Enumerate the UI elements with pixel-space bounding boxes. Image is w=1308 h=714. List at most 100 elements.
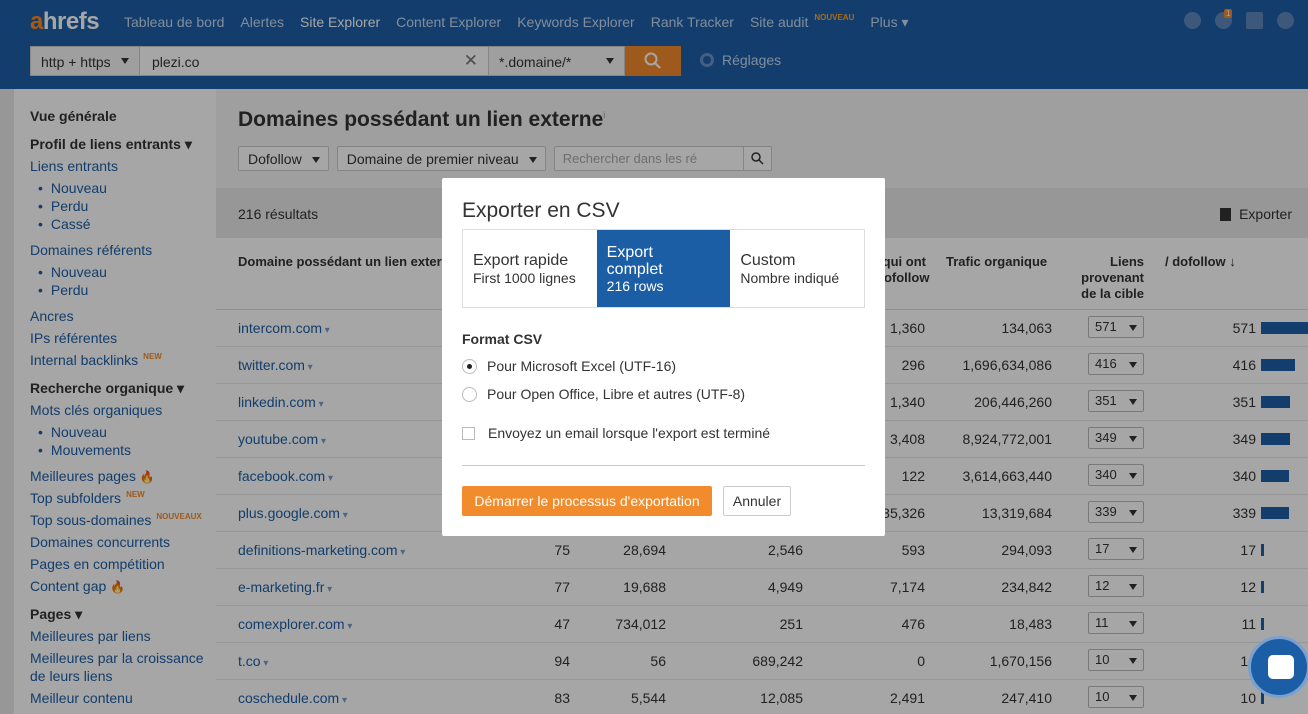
col-dofollow-b[interactable]: dofollow: [876, 270, 930, 285]
row-domain-link[interactable]: linkedin.com: [238, 394, 324, 410]
sidebar-organic-keywords-moves[interactable]: Mouvements: [38, 442, 131, 458]
row-domain-link[interactable]: definitions-marketing.com: [238, 542, 405, 558]
help-icon[interactable]: [1184, 12, 1201, 29]
radio-excel[interactable]: Pour Microsoft Excel (UTF-16): [462, 358, 676, 374]
nav-alerts[interactable]: Alertes: [240, 14, 284, 30]
sidebar-competing-pages[interactable]: Pages en compétition: [30, 556, 165, 572]
nav-more[interactable]: Plus ▾: [870, 14, 909, 30]
new-badge: NOUVEAUX: [156, 512, 202, 522]
row-domain-link[interactable]: intercom.com: [238, 320, 330, 336]
results-count: 216 résultats: [238, 206, 319, 222]
col-links-a[interactable]: Liens: [1110, 254, 1144, 269]
email-checkbox[interactable]: [462, 426, 475, 440]
col-links-c[interactable]: de la cible: [1081, 286, 1144, 301]
cancel-button[interactable]: Annuler: [723, 486, 791, 516]
col-domain[interactable]: Domaine possédant un lien exter: [238, 254, 442, 269]
row-domain-link[interactable]: youtube.com: [238, 431, 326, 447]
sidebar-best-by-growth[interactable]: Meilleures par la croissance: [30, 650, 204, 666]
links-select[interactable]: 11: [1088, 612, 1144, 634]
row-domain-link[interactable]: e-marketing.fr: [238, 579, 332, 595]
search-icon[interactable]: [742, 147, 771, 170]
nav-dashboard[interactable]: Tableau de bord: [124, 14, 225, 30]
sidebar-ref-domains-new[interactable]: Nouveau: [38, 264, 107, 280]
sidebar-internal-backlinks[interactable]: Internal backlinks NEW: [30, 352, 162, 368]
export-button[interactable]: Exporter: [1220, 206, 1292, 222]
radio-button-checked[interactable]: [462, 358, 477, 374]
col-dofollow-a[interactable]: qui ont: [882, 254, 926, 269]
col-links-b[interactable]: provenant: [1081, 270, 1144, 285]
links-select[interactable]: 17: [1088, 538, 1144, 560]
row-domain-link[interactable]: t.co: [238, 653, 268, 669]
settings-button[interactable]: Réglages: [700, 52, 781, 68]
sidebar-top-subdomains[interactable]: Top sous-domaines NOUVEAUX: [30, 512, 202, 528]
sidebar-pages[interactable]: Pages ▾: [30, 606, 83, 622]
dofollow-filter[interactable]: Dofollow: [238, 146, 329, 171]
chevron-down-icon: [1129, 510, 1137, 516]
nav-site-audit[interactable]: Site audit NOUVEAU: [750, 13, 854, 31]
ahrefs-logo[interactable]: ahrefs: [30, 8, 100, 35]
sidebar-top-subfolders[interactable]: Top subfolders NEW: [30, 490, 145, 506]
col-dof[interactable]: / dofollow ↓: [1165, 254, 1236, 269]
links-select[interactable]: 339: [1088, 501, 1144, 523]
sidebar-backlinks[interactable]: Liens entrants: [30, 158, 118, 174]
nav-content-explorer[interactable]: Content Explorer: [396, 14, 502, 30]
sidebar-overview[interactable]: Vue générale: [30, 108, 117, 124]
nav-rank-tracker[interactable]: Rank Tracker: [650, 14, 734, 30]
links-select[interactable]: 571: [1088, 316, 1144, 338]
links-select[interactable]: 10: [1088, 686, 1144, 708]
tab-full-export[interactable]: Export complet 216 rows: [596, 230, 731, 307]
sidebar-backlinks-broken[interactable]: Cassé: [38, 216, 91, 232]
sidebar-competing-domains[interactable]: Domaines concurrents: [30, 534, 171, 550]
row-domain-link[interactable]: plus.google.com: [238, 505, 348, 521]
nav-keywords-explorer[interactable]: Keywords Explorer: [517, 14, 635, 30]
row-domain-link[interactable]: twitter.com: [238, 357, 313, 373]
row-domain-link[interactable]: comexplorer.com: [238, 616, 352, 632]
sidebar-anchors[interactable]: Ancres: [30, 308, 74, 324]
links-select[interactable]: 340: [1088, 464, 1144, 486]
radio-button[interactable]: [462, 386, 477, 402]
sidebar-organic-keywords[interactable]: Mots clés organiques: [30, 402, 163, 418]
links-select[interactable]: 416: [1088, 353, 1144, 375]
sidebar-ref-ips[interactable]: IPs référentes: [30, 330, 118, 346]
results-search[interactable]: Rechercher dans les ré: [553, 146, 772, 171]
clear-icon[interactable]: ✕: [463, 51, 478, 70]
search-button[interactable]: [625, 46, 681, 76]
col-traffic[interactable]: Trafic organique: [946, 254, 1048, 269]
tab-quick-export[interactable]: Export rapide First 1000 lignes: [463, 230, 597, 307]
row-c1: 47: [554, 616, 570, 632]
nav-site-explorer[interactable]: Site Explorer: [300, 14, 381, 30]
links-select[interactable]: 10: [1088, 649, 1144, 671]
links-select[interactable]: 349: [1088, 427, 1144, 449]
row-domain-link[interactable]: facebook.com: [238, 468, 333, 484]
user-icon[interactable]: [1277, 12, 1294, 29]
sidebar-organic-keywords-new[interactable]: Nouveau: [38, 424, 107, 440]
sidebar-backlinks-lost[interactable]: Perdu: [38, 198, 88, 214]
sidebar-ref-domains[interactable]: Domaines référents: [30, 242, 153, 258]
sidebar-backlinks-new[interactable]: Nouveau: [38, 180, 107, 196]
info-icon[interactable]: i: [603, 110, 606, 120]
chat-launcher-button[interactable]: [1248, 636, 1308, 698]
sidebar-top-pages[interactable]: Meilleures pages 🔥: [30, 468, 155, 484]
links-select[interactable]: 351: [1088, 390, 1144, 412]
row-c3: 12,085: [760, 690, 803, 706]
sidebar-content-gap[interactable]: Content gap 🔥: [30, 578, 125, 594]
results-search-input[interactable]: Rechercher dans les ré: [562, 151, 698, 166]
sidebar-ref-domains-lost[interactable]: Perdu: [38, 282, 88, 298]
tab-custom-export[interactable]: Custom Nombre indiqué: [730, 230, 864, 307]
sidebar-organic-search[interactable]: Recherche organique ▾: [30, 380, 185, 396]
sidebar-best-by-links[interactable]: Meilleures par liens: [30, 628, 151, 644]
protocol-select[interactable]: http + https: [30, 46, 140, 76]
messages-icon[interactable]: [1246, 12, 1263, 29]
sidebar-best-by-growth-line2[interactable]: de leurs liens: [30, 668, 113, 684]
sidebar-backlink-profile[interactable]: Profil de liens entrants ▾: [30, 136, 192, 152]
tld-filter[interactable]: Domaine de premier niveau: [336, 146, 546, 171]
sidebar-best-content[interactable]: Meilleur contenu: [30, 690, 133, 706]
mode-select[interactable]: *.domaine/*: [489, 46, 625, 76]
url-input[interactable]: plezi.co ✕: [140, 46, 489, 76]
bell-icon[interactable]: 1: [1215, 9, 1233, 29]
start-export-button[interactable]: Démarrer le processus d'exportation: [462, 486, 712, 516]
row-domain-link[interactable]: coschedule.com: [238, 690, 347, 706]
radio-open-office[interactable]: Pour Open Office, Libre et autres (UTF-8…: [462, 386, 745, 402]
email-checkbox-row[interactable]: Envoyez un email lorsque l'export est te…: [462, 425, 770, 441]
links-select[interactable]: 12: [1088, 575, 1144, 597]
